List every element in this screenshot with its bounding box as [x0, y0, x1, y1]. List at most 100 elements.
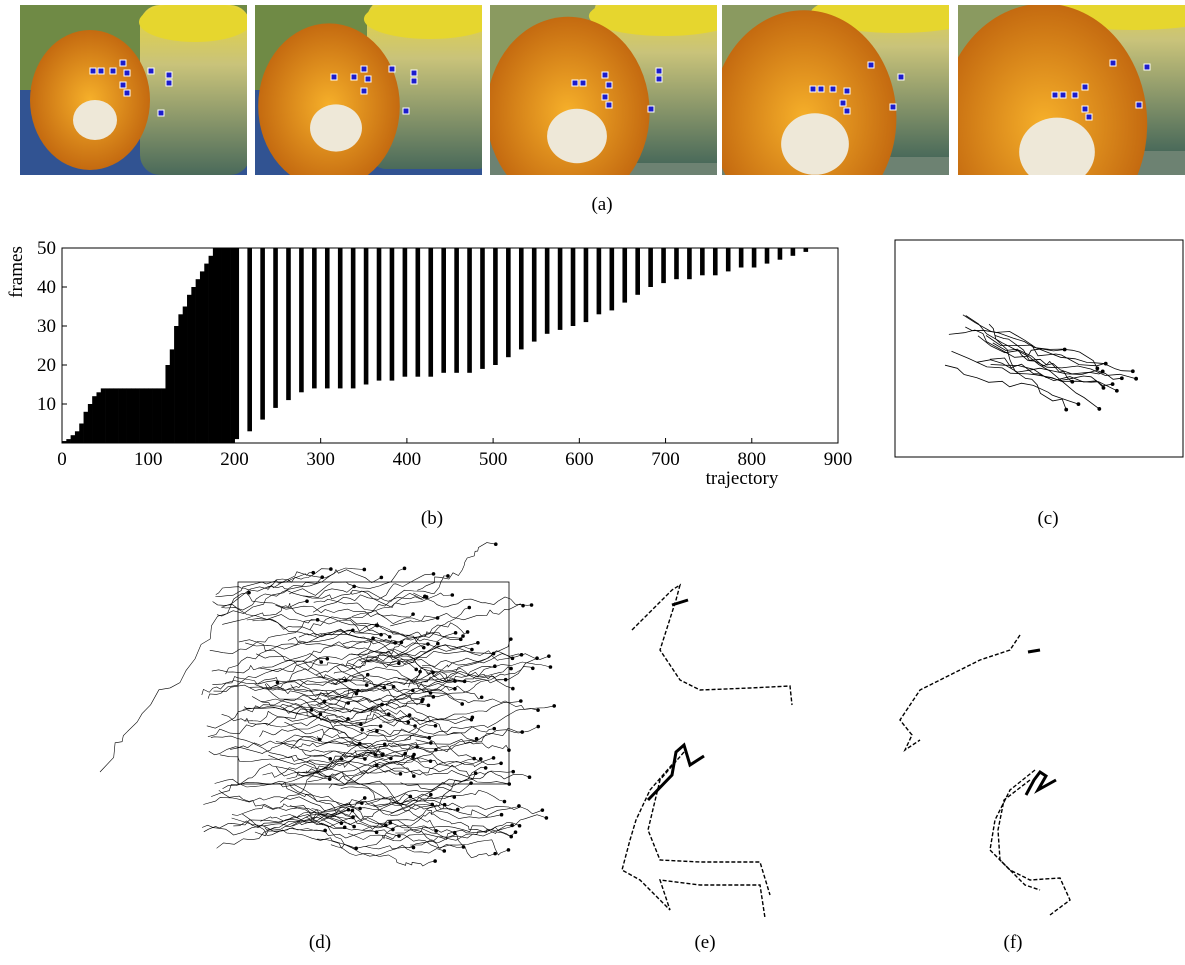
endpoint [366, 673, 369, 676]
endpoint [429, 793, 432, 796]
trajectory [413, 593, 531, 607]
trajectory [422, 654, 549, 667]
muzzle [781, 113, 849, 175]
endpoint [1063, 348, 1066, 351]
trajectory [363, 773, 476, 830]
trajectory-span [648, 248, 653, 287]
trajectory [260, 803, 360, 822]
trajectory-span [122, 388, 127, 443]
feature-marker [361, 66, 367, 72]
endpoint [435, 829, 438, 832]
endpoint [434, 724, 437, 727]
endpoint [426, 643, 429, 646]
caption: (e) [694, 932, 715, 953]
trajectory [421, 684, 554, 709]
endpoint [432, 572, 435, 575]
photo [941, 0, 1185, 244]
trajectory-span [416, 248, 421, 377]
endpoint [1077, 403, 1080, 406]
endpoint [443, 803, 446, 806]
trajectory [314, 599, 438, 624]
trajectory-span [454, 248, 459, 373]
endpoint [509, 638, 512, 641]
feature-marker [403, 108, 409, 114]
trajectory [341, 787, 458, 810]
feature-marker [90, 68, 96, 74]
endpoint [492, 756, 495, 759]
feature-marker [580, 80, 586, 86]
trajectory-span [428, 248, 433, 377]
caption: (c) [1037, 508, 1058, 529]
endpoint [500, 762, 503, 765]
trajectory [424, 667, 532, 698]
feature-marker [602, 94, 608, 100]
endpoint [463, 680, 466, 683]
trajectory [952, 351, 1117, 390]
trajectory-span [144, 388, 149, 443]
trajectory-span [338, 248, 343, 388]
endpoint [351, 809, 354, 812]
endpoint [514, 831, 517, 834]
photo [20, 2, 251, 175]
trajectory-span [351, 248, 356, 388]
endpoint [461, 702, 464, 705]
trajectory [250, 675, 368, 691]
trajectory [303, 590, 427, 601]
trajectory [966, 316, 1100, 409]
trajectory-span [127, 388, 132, 443]
feature-marker [166, 72, 172, 78]
trajectory [215, 573, 313, 597]
trajectory-span [88, 404, 93, 443]
feature-marker [648, 106, 654, 112]
trajectory-span [260, 248, 265, 420]
photo [486, 0, 743, 207]
trajectory-span [66, 439, 71, 443]
endpoint [1101, 370, 1104, 373]
trajectory-span [286, 248, 291, 400]
endpoint [347, 702, 350, 705]
endpoint [500, 813, 503, 816]
trajectory-span [196, 279, 201, 443]
x-axis-label: trajectory [706, 468, 779, 489]
trajectory-span [170, 349, 175, 443]
trajectory [963, 315, 1106, 364]
trajectory-span [325, 248, 330, 388]
trajectory-span [610, 248, 615, 310]
feature-marker [572, 80, 578, 86]
trajectory-span [467, 248, 472, 373]
endpoint [518, 824, 521, 827]
feature-marker [830, 86, 836, 92]
feature-marker [120, 82, 126, 88]
trajectory-span [635, 248, 640, 295]
trajectory-span [96, 392, 101, 443]
endpoint [436, 616, 439, 619]
endpoint [507, 848, 510, 851]
trajectory-span [778, 248, 783, 260]
trajectory [222, 711, 321, 721]
trajectory-span [700, 248, 705, 275]
trajectory [221, 568, 364, 610]
endpoint [510, 835, 513, 838]
trajectory-span [75, 431, 80, 443]
endpoint [324, 829, 327, 832]
endpoint [328, 778, 331, 781]
trajectory [280, 815, 413, 849]
x-tick-label: 400 [393, 449, 422, 470]
trajectory [382, 701, 521, 722]
x-tick-label: 500 [479, 449, 508, 470]
photo [255, 0, 497, 189]
trajectory [215, 779, 362, 804]
endpoint [480, 696, 483, 699]
trajectory [280, 744, 360, 803]
endpoint [468, 606, 471, 609]
can-lid [364, 0, 496, 39]
endpoint [547, 655, 550, 658]
trajectory-span [752, 248, 757, 268]
trajectory-span [390, 248, 395, 381]
feature-marker [411, 70, 417, 76]
endpoint [494, 852, 497, 855]
trajectory-span [687, 248, 692, 279]
feature-marker [844, 108, 850, 114]
feature-marker [656, 68, 662, 74]
caption: (b) [421, 508, 443, 529]
